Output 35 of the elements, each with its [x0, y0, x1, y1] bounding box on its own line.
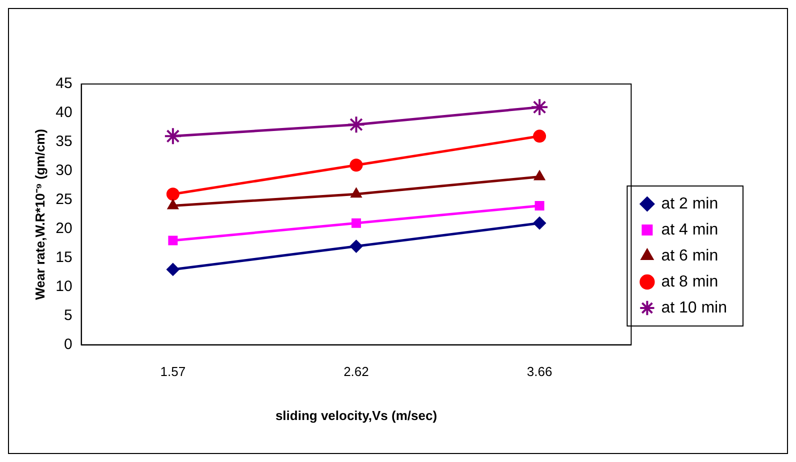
- point: [534, 170, 546, 180]
- point: [166, 262, 180, 276]
- y-tick-label: 40: [56, 104, 72, 122]
- point: [350, 240, 363, 253]
- legend-label: at 8 min: [661, 273, 718, 290]
- y-tick-label: 45: [56, 75, 72, 92]
- point: [533, 130, 546, 143]
- y-tick-label: 25: [56, 191, 72, 208]
- point: [534, 200, 544, 210]
- y-tick-label: 15: [56, 249, 72, 266]
- x-tick-label: 2.62: [344, 364, 369, 380]
- y-tick-label: 5: [64, 306, 72, 324]
- point: [530, 98, 549, 116]
- legend-label: at 10 min: [661, 299, 727, 316]
- legend-label: at 2 min: [661, 195, 718, 212]
- y-axis-title: Wear rate,W.R*10⁻⁹ (gm/cm): [32, 128, 48, 300]
- point: [166, 188, 180, 201]
- point: [168, 236, 178, 246]
- y-tick-label: 30: [56, 162, 72, 180]
- point: [167, 199, 179, 210]
- x-tick-label: 1.57: [160, 364, 186, 380]
- point: [347, 116, 366, 134]
- y-tick-label: 0: [64, 336, 72, 353]
- y-tick-label: 10: [56, 278, 72, 295]
- point: [351, 218, 361, 228]
- legend-label: at 6 min: [661, 247, 718, 264]
- x-tick-label: 3.66: [526, 364, 552, 380]
- point: [164, 127, 182, 146]
- y-tick-label: 20: [56, 220, 72, 238]
- y-tick-label: 35: [56, 133, 72, 150]
- point: [350, 158, 363, 172]
- x-axis-title: sliding velocity,Vs (m/sec): [275, 408, 438, 423]
- legend-label: at 4 min: [661, 221, 718, 238]
- point: [350, 188, 362, 198]
- point: [533, 216, 546, 230]
